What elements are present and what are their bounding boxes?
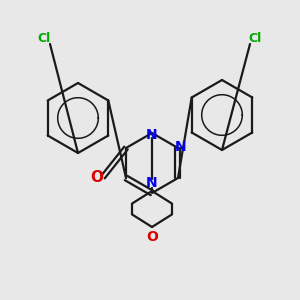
Text: O: O [91,169,103,184]
Text: N: N [146,128,158,142]
Text: N: N [146,176,158,190]
Text: Cl: Cl [38,32,51,44]
Text: N: N [175,140,187,154]
Text: Cl: Cl [248,32,262,44]
Text: O: O [146,230,158,244]
